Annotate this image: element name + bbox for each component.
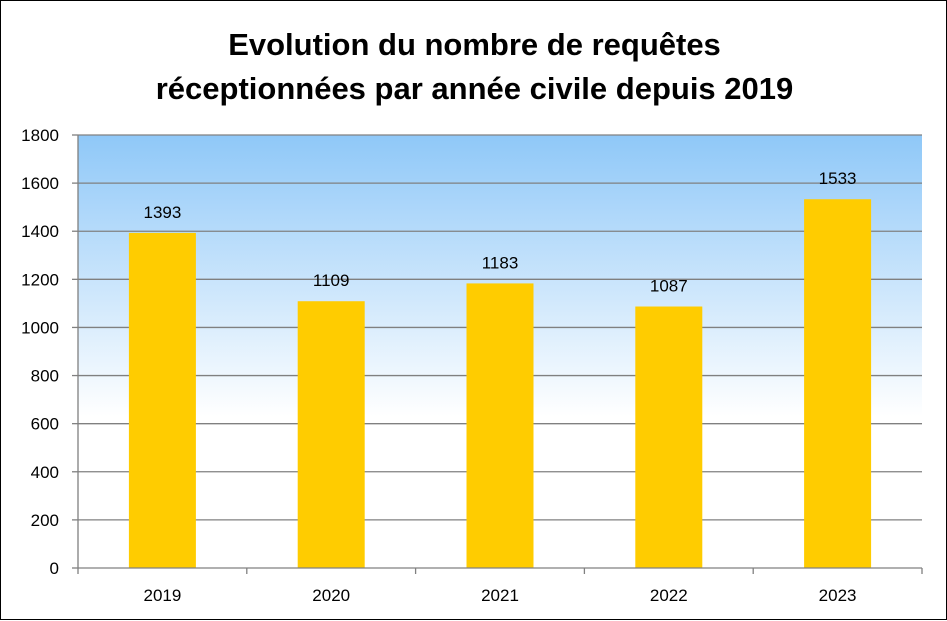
data-label-2020: 1109 — [313, 271, 350, 290]
y-tick-label-1600: 1600 — [21, 174, 59, 193]
data-label-2022: 1087 — [650, 277, 688, 296]
y-tick-label-1800: 1800 — [21, 126, 59, 145]
data-label-2021: 1183 — [482, 253, 519, 272]
bar-2023 — [804, 199, 872, 568]
data-label-2023: 1533 — [819, 169, 857, 188]
y-tick-label-800: 800 — [31, 367, 59, 386]
y-tick-label-600: 600 — [31, 415, 59, 434]
y-tick-label-1000: 1000 — [21, 318, 59, 337]
bar-2022 — [635, 306, 703, 568]
bar-2020 — [297, 301, 365, 568]
data-labels: 1393 1109 1183 1087 1533 — [143, 169, 856, 295]
x-tick-label-2020: 2020 — [312, 586, 350, 605]
y-tick-labels: 0 200 400 600 800 1000 1200 1400 1600 1800 — [21, 126, 59, 578]
x-tick-label-2019: 2019 — [143, 586, 181, 605]
x-tick-labels: 2019 2020 2021 2022 2023 — [143, 586, 856, 605]
x-tick-label-2021: 2021 — [481, 586, 519, 605]
y-tick-label-0: 0 — [50, 559, 59, 578]
x-tick-label-2023: 2023 — [819, 586, 857, 605]
y-tick-label-1200: 1200 — [21, 270, 59, 289]
bars — [128, 199, 872, 568]
chart-title-line-2: réceptionnées par année civile depuis 20… — [155, 71, 794, 106]
chart-title: Evolution du nombre de requêtes réceptio… — [1, 23, 947, 111]
x-tick-label-2022: 2022 — [650, 586, 688, 605]
y-tick-label-400: 400 — [31, 463, 59, 482]
data-label-2019: 1393 — [143, 203, 181, 222]
y-tick-label-1400: 1400 — [21, 222, 59, 241]
bar-2019 — [128, 232, 196, 568]
bar-2021 — [466, 283, 534, 568]
y-tick-label-200: 200 — [31, 511, 59, 530]
chart-title-line-1: Evolution du nombre de requêtes — [228, 27, 721, 62]
axes — [72, 134, 923, 574]
